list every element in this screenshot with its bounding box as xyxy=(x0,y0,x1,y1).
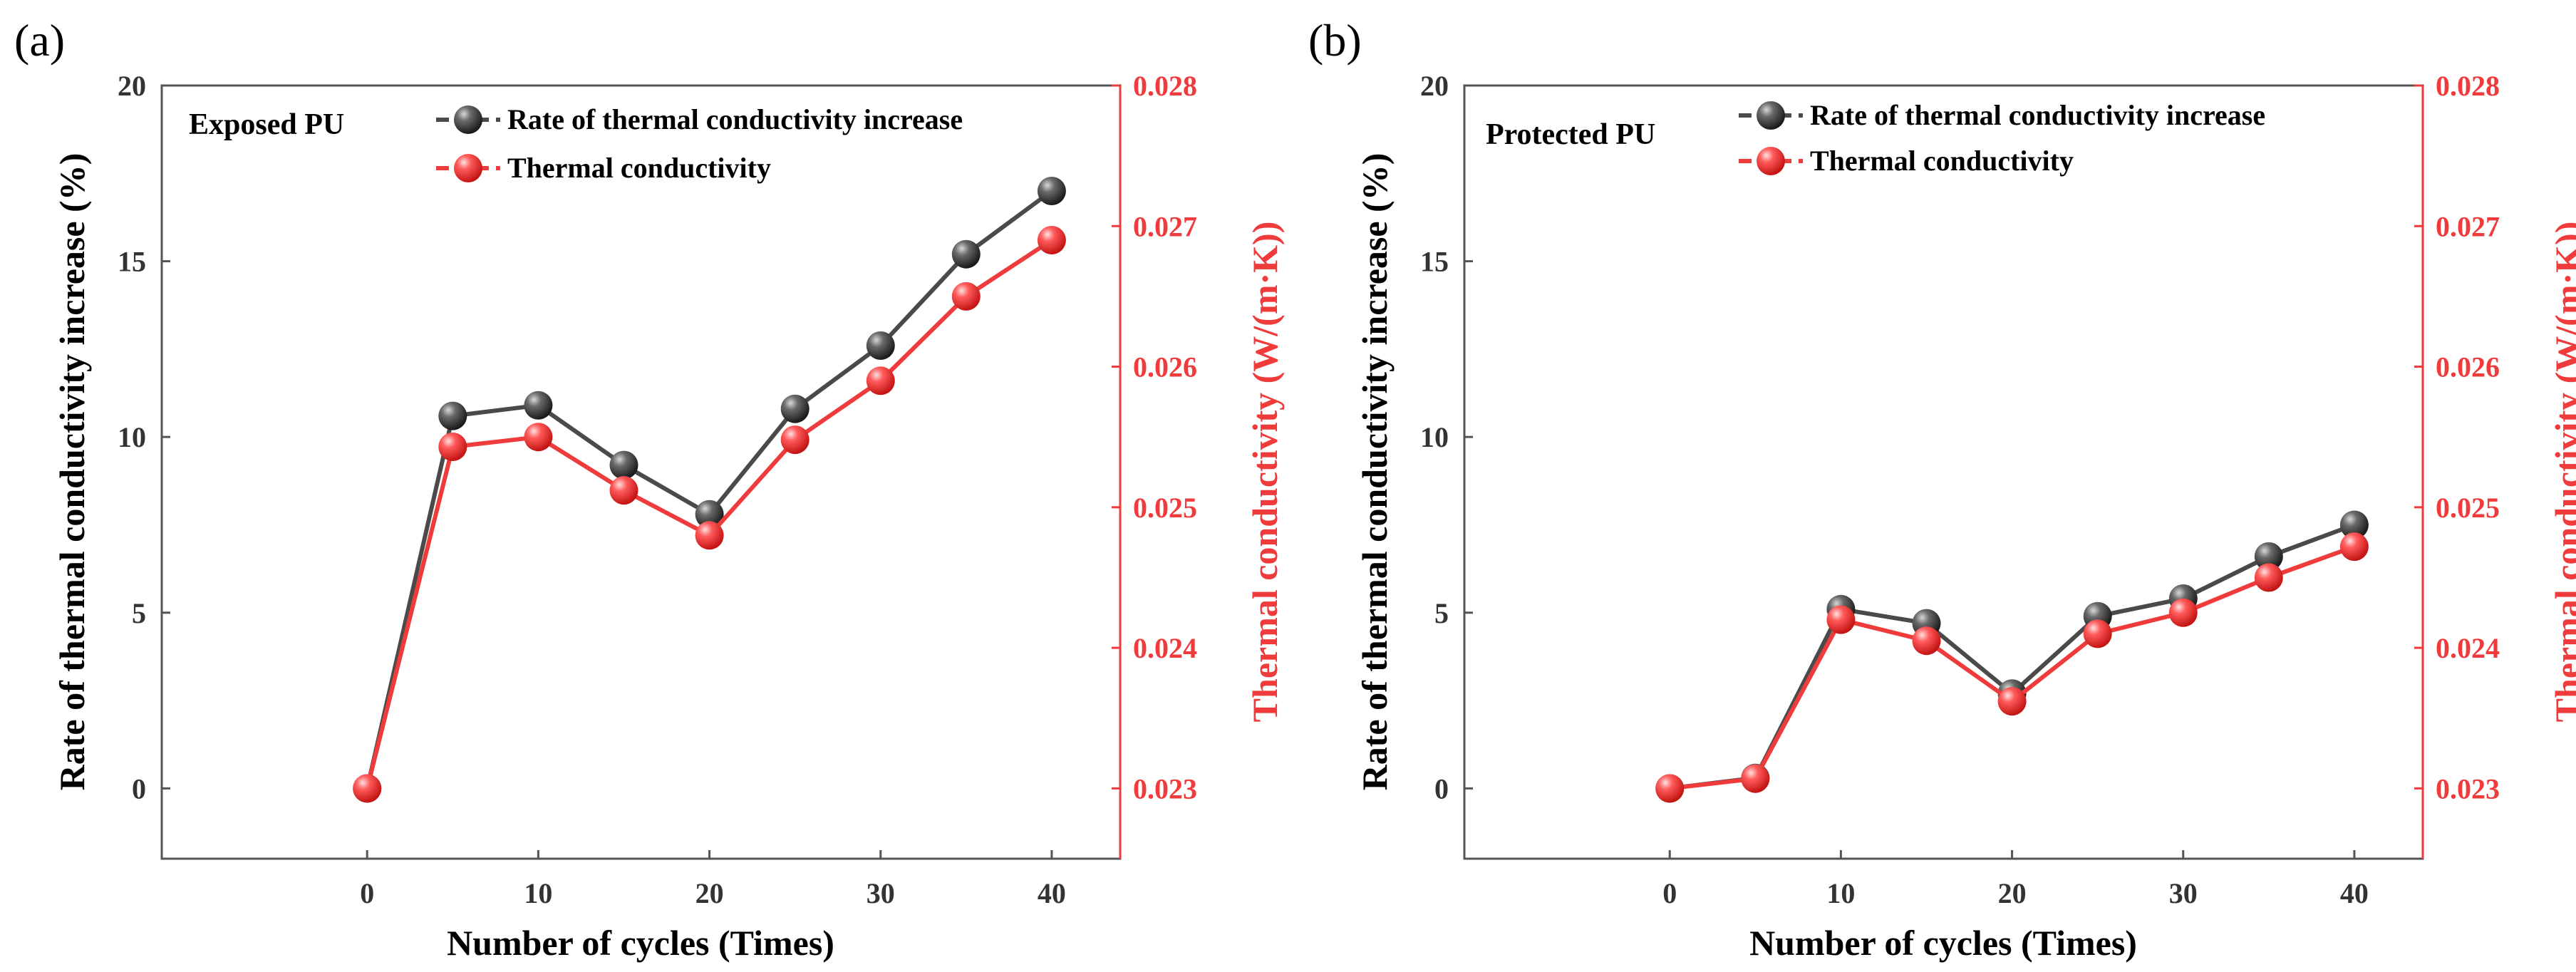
series-line xyxy=(1669,544,2355,791)
x-tick-label: 0 xyxy=(360,877,374,909)
data-point xyxy=(951,281,981,311)
x-tick-label: 0 xyxy=(1662,877,1677,909)
data-point xyxy=(866,331,895,360)
left-axis-ticks: 0 5 10 15 20 xyxy=(118,70,170,805)
data-point xyxy=(1997,687,2027,716)
y-axis-title: Rate of thermal conductivity increase (%… xyxy=(52,153,92,791)
right-axis-ticks: 0.023 0.024 0.025 0.026 0.027 0.028 xyxy=(2414,70,2500,805)
bottom-axis-ticks: 0 10 20 30 40 xyxy=(1662,850,2369,909)
y-tick-label: 20 xyxy=(118,70,146,102)
data-point xyxy=(1037,177,1066,205)
y-tick-label: 15 xyxy=(118,246,146,278)
y2-tick-label: 0.027 xyxy=(1133,210,1197,242)
y-axis-title: Rate of thermal conductivity increase (%… xyxy=(1355,153,1395,791)
y2-tick-label: 0.025 xyxy=(1133,492,1197,524)
x-tick-label: 10 xyxy=(524,877,552,909)
y2-tick-label: 0.023 xyxy=(1133,772,1197,805)
data-point xyxy=(1912,626,1941,656)
series-layer xyxy=(1655,510,2369,803)
y2-axis-title: Thermal conductivity (W/(m·K)) xyxy=(2547,222,2576,723)
data-point xyxy=(1826,605,1856,634)
y-tick-label: 5 xyxy=(1434,597,1449,629)
x-axis-title: Number of cycles (Times) xyxy=(447,923,834,963)
x-tick-label: 40 xyxy=(2340,877,2369,909)
x-tick-label: 40 xyxy=(1038,877,1066,909)
data-point xyxy=(524,423,553,452)
y-tick-label: 0 xyxy=(1434,772,1449,805)
legend-marker xyxy=(1757,147,1785,175)
sample-label: Protected PU xyxy=(1486,118,1655,151)
data-point xyxy=(438,433,467,461)
y2-tick-label: 0.024 xyxy=(2436,632,2500,664)
legend-marker xyxy=(454,105,482,134)
x-tick-label: 20 xyxy=(695,877,724,909)
y2-tick-label: 0.026 xyxy=(2436,351,2500,383)
data-point xyxy=(524,391,553,420)
y-tick-label: 0 xyxy=(132,772,146,805)
series-line xyxy=(365,189,1053,790)
y-tick-label: 15 xyxy=(1420,246,1449,278)
legend: Rate of thermal conductivity increase Th… xyxy=(436,103,963,184)
panel-label: (a) xyxy=(14,15,65,66)
y2-tick-label: 0.025 xyxy=(2436,492,2500,524)
legend-label: Thermal conductivity xyxy=(1810,145,2074,177)
panel-label: (b) xyxy=(1308,15,1362,66)
legend-label: Thermal conductivity xyxy=(507,152,771,184)
data-point xyxy=(2083,619,2112,648)
left-axis-ticks: 0 5 10 15 20 xyxy=(1420,70,1473,805)
plot-frame xyxy=(1463,84,2424,860)
data-point xyxy=(2339,532,2369,562)
data-point xyxy=(2254,563,2283,592)
data-point xyxy=(2254,542,2283,571)
data-point xyxy=(1655,774,1685,803)
data-point xyxy=(951,239,981,269)
data-point xyxy=(353,774,382,803)
y-tick-label: 20 xyxy=(1420,70,1449,102)
series-layer xyxy=(353,177,1066,803)
data-point xyxy=(695,500,724,529)
legend-label: Rate of thermal conductivity increase xyxy=(1810,99,2265,131)
y2-tick-label: 0.028 xyxy=(2436,70,2500,102)
data-point xyxy=(609,450,638,480)
sample-label: Exposed PU xyxy=(189,108,344,141)
y2-tick-label: 0.023 xyxy=(2436,772,2500,805)
legend-label: Rate of thermal conductivity increase xyxy=(507,103,963,135)
data-point xyxy=(2168,598,2198,627)
plot-frame xyxy=(160,84,1122,860)
x-tick-label: 30 xyxy=(867,877,895,909)
data-point xyxy=(866,366,895,395)
data-point xyxy=(1037,226,1066,254)
legend-marker xyxy=(1757,101,1785,130)
y-tick-label: 10 xyxy=(118,421,146,453)
right-axis-ticks: 0.023 0.024 0.025 0.026 0.027 0.028 xyxy=(1112,70,1197,805)
y2-tick-label: 0.027 xyxy=(2436,210,2500,242)
data-point xyxy=(609,476,638,505)
data-point xyxy=(2339,510,2369,539)
x-tick-label: 10 xyxy=(1826,877,1855,909)
data-point xyxy=(695,521,724,550)
data-point xyxy=(1741,764,1770,793)
y2-tick-label: 0.024 xyxy=(1133,632,1197,664)
y2-tick-label: 0.028 xyxy=(1133,70,1197,102)
x-tick-label: 30 xyxy=(2169,877,2198,909)
y2-axis-title: Thermal conductivity (W/(m·K)) xyxy=(1245,222,1285,723)
x-axis-title: Number of cycles (Times) xyxy=(1749,923,2137,963)
x-tick-label: 20 xyxy=(1998,877,2027,909)
data-point xyxy=(780,394,809,423)
bottom-axis-ticks: 0 10 20 30 40 xyxy=(360,850,1066,909)
y-tick-label: 10 xyxy=(1420,421,1449,453)
legend: Rate of thermal conductivity increase Th… xyxy=(1739,99,2265,177)
y2-tick-label: 0.026 xyxy=(1133,351,1197,383)
y-tick-label: 5 xyxy=(132,597,146,629)
data-point xyxy=(438,401,467,430)
data-point xyxy=(780,425,809,455)
legend-marker xyxy=(454,154,482,182)
